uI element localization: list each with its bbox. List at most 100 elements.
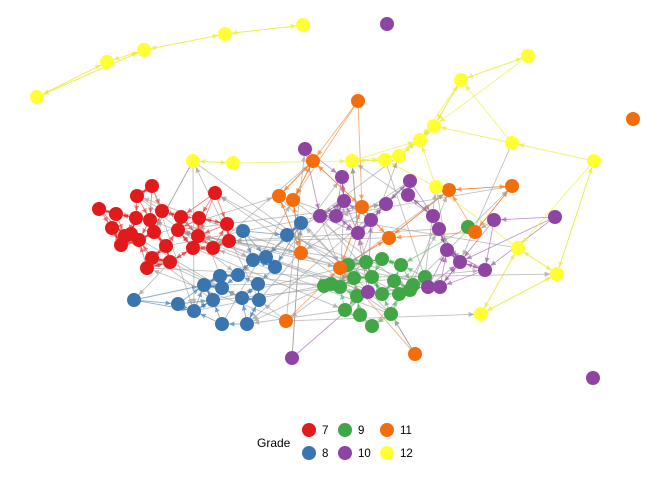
network-edge	[439, 59, 523, 123]
network-edge	[142, 245, 149, 253]
network-edge	[186, 196, 210, 214]
network-edge	[345, 289, 353, 296]
network-edge	[395, 232, 469, 240]
network-edge	[356, 302, 362, 309]
node-grade-12	[378, 153, 392, 167]
node-grade-7	[174, 210, 188, 224]
network-edge	[150, 33, 219, 50]
node-grade-9	[350, 289, 364, 303]
node-grade-8	[236, 224, 250, 238]
network-edge	[378, 271, 551, 278]
network-edge	[184, 202, 380, 230]
legend-swatch-grade-12	[380, 446, 394, 460]
network-edge	[430, 255, 445, 282]
network-edge	[249, 231, 281, 237]
network-edge	[117, 220, 123, 230]
node-grade-11	[626, 112, 640, 126]
node-grade-8	[235, 291, 249, 305]
node-grade-10	[313, 209, 327, 223]
node-grade-9	[353, 308, 367, 322]
legend-swatch-grade-9	[338, 423, 352, 437]
node-grade-11	[408, 347, 422, 361]
node-grade-7	[186, 241, 200, 255]
network-edge	[326, 215, 512, 248]
network-edge	[249, 306, 257, 318]
node-grade-10	[432, 222, 446, 236]
node-grade-8	[259, 250, 273, 264]
network-edge	[317, 165, 358, 203]
network-edge	[253, 310, 339, 325]
network-edge	[182, 235, 189, 243]
network-edge	[466, 219, 549, 260]
legend-swatch-grade-7	[302, 423, 316, 437]
node-grade-12	[392, 149, 406, 163]
network-edge	[183, 288, 199, 301]
node-grade-8	[187, 304, 201, 318]
node-grade-7	[220, 217, 234, 231]
node-grade-7	[145, 179, 159, 193]
network-edge	[306, 184, 405, 250]
network-edge	[168, 235, 175, 242]
network-edge	[235, 228, 433, 243]
node-grade-12	[345, 154, 359, 168]
node-grade-8	[280, 228, 294, 242]
node-grade-9	[387, 274, 401, 288]
network-edge	[388, 260, 395, 266]
network-edge	[264, 303, 281, 318]
node-grade-12	[186, 154, 200, 168]
network-edge	[437, 85, 458, 121]
node-grade-8	[246, 253, 260, 267]
network-edge	[518, 143, 588, 160]
node-grade-9	[403, 283, 417, 297]
node-grade-10	[403, 174, 417, 188]
network-edge	[350, 167, 358, 227]
node-grade-12	[587, 154, 601, 168]
network-edge	[141, 234, 149, 241]
network-edge	[339, 293, 346, 304]
node-grade-8	[294, 216, 308, 230]
node-grade-8	[127, 293, 141, 307]
node-grade-10	[548, 210, 562, 224]
node-grade-12	[296, 18, 310, 32]
legend-label-grade-9: 9	[358, 425, 364, 437]
node-grade-10	[285, 351, 299, 365]
network-edge	[292, 311, 475, 322]
node-grade-10	[478, 263, 492, 277]
legend-label-grade-11: 11	[400, 425, 412, 437]
network-edge	[214, 306, 220, 318]
network-edge	[360, 224, 367, 231]
network-edge	[239, 158, 346, 164]
network-edge	[199, 302, 208, 308]
node-grade-9	[394, 258, 408, 272]
network-edge	[440, 126, 506, 142]
network-edge	[346, 207, 356, 227]
node-grade-7	[118, 229, 132, 243]
node-grade-10	[586, 371, 600, 385]
node-grade-10	[440, 243, 454, 257]
node-grade-11	[442, 183, 456, 197]
network-edge	[217, 199, 226, 218]
network-edge	[484, 253, 515, 309]
network-edge	[204, 237, 376, 293]
node-grade-10	[329, 209, 343, 223]
node-grade-8	[197, 278, 211, 292]
node-grade-7	[191, 229, 205, 243]
network-edge	[361, 315, 368, 322]
network-edge	[140, 189, 147, 196]
node-grade-8	[231, 268, 245, 282]
node-grade-12	[454, 73, 468, 87]
node-grade-11	[294, 246, 308, 260]
network-edge	[199, 159, 227, 166]
network-edge	[394, 319, 412, 349]
node-grade-12	[218, 27, 232, 41]
node-grade-10	[453, 255, 467, 269]
network-edge	[122, 213, 130, 220]
node-grade-9	[365, 319, 379, 333]
network-edge	[297, 296, 363, 354]
network-edge	[129, 224, 135, 231]
network-edge	[446, 272, 479, 286]
node-grade-12	[521, 49, 535, 63]
network-edge	[142, 225, 148, 235]
legend-swatch-grade-10	[338, 446, 352, 460]
